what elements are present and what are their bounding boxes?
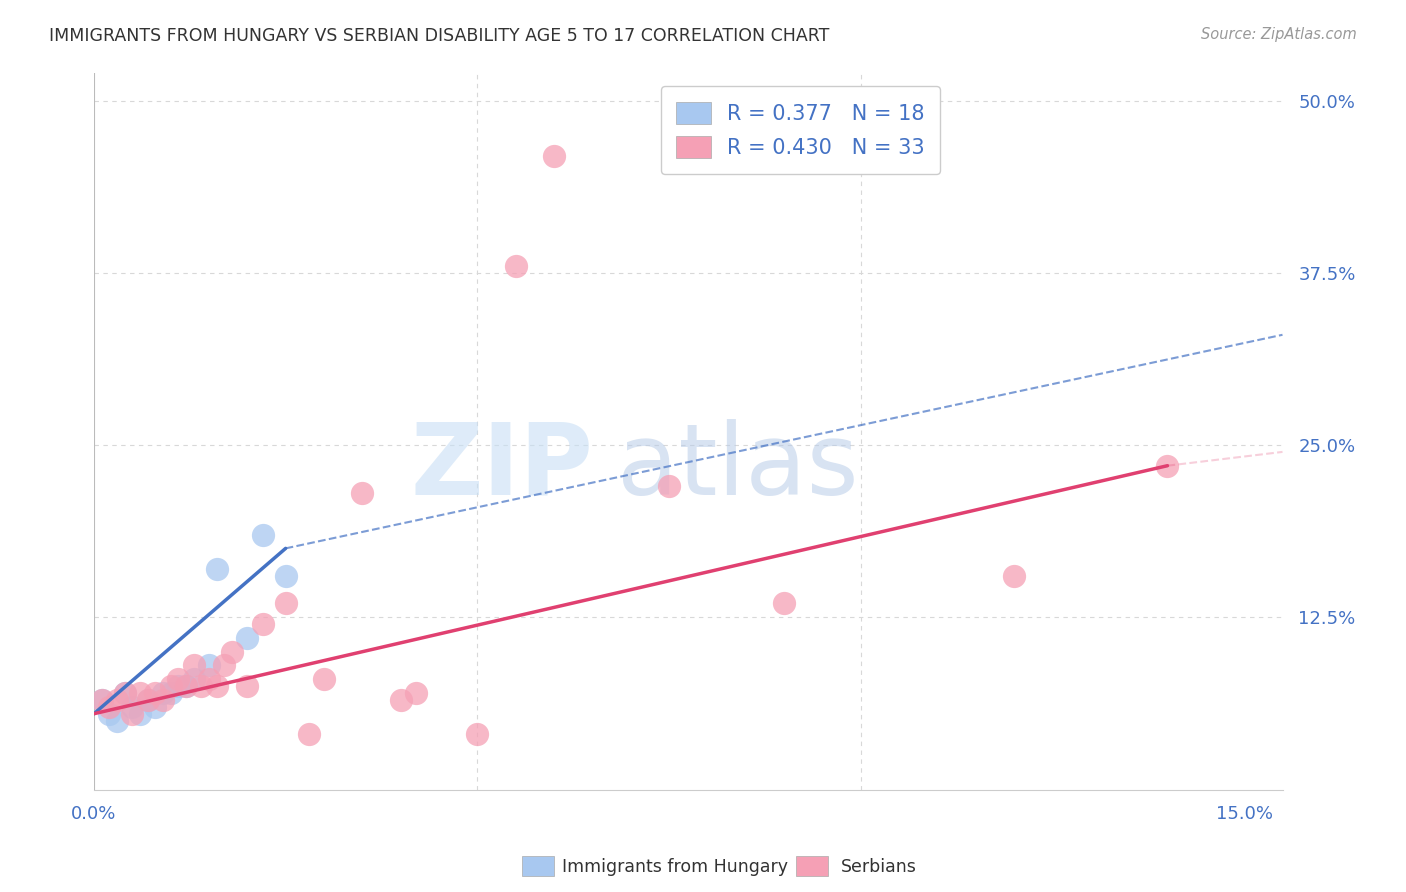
Point — [198, 658, 221, 673]
Point — [121, 699, 143, 714]
Point — [143, 699, 166, 714]
Point — [183, 673, 205, 687]
Point — [298, 727, 321, 741]
Point — [405, 686, 427, 700]
Text: atlas: atlas — [617, 418, 859, 516]
Legend: R = 0.377   N = 18, R = 0.430   N = 33: R = 0.377 N = 18, R = 0.430 N = 33 — [661, 87, 941, 174]
Point — [105, 693, 128, 707]
Point — [90, 693, 112, 707]
Point — [205, 562, 228, 576]
Point — [274, 597, 297, 611]
Point — [159, 679, 181, 693]
Point — [236, 631, 259, 645]
Text: Source: ZipAtlas.com: Source: ZipAtlas.com — [1201, 27, 1357, 42]
Point — [773, 597, 796, 611]
Point — [152, 693, 174, 707]
Point — [143, 686, 166, 700]
Point — [221, 645, 243, 659]
Point — [1002, 569, 1025, 583]
Point — [121, 706, 143, 721]
Point — [505, 259, 527, 273]
Point — [658, 479, 681, 493]
Point — [129, 686, 152, 700]
Point — [98, 706, 121, 721]
Point — [190, 679, 212, 693]
Point — [236, 679, 259, 693]
Point — [90, 693, 112, 707]
Point — [1156, 458, 1178, 473]
Point — [252, 617, 274, 632]
Bar — [796, 856, 828, 876]
Point — [129, 706, 152, 721]
Point — [98, 699, 121, 714]
Point — [312, 673, 335, 687]
Point — [136, 693, 159, 707]
Point — [114, 686, 136, 700]
Text: Serbians: Serbians — [841, 858, 917, 876]
Point — [214, 658, 236, 673]
Point — [352, 486, 374, 500]
Point — [389, 693, 412, 707]
Point — [467, 727, 489, 741]
Point — [174, 679, 197, 693]
Point — [274, 569, 297, 583]
Point — [114, 686, 136, 700]
Point — [183, 658, 205, 673]
Point — [198, 673, 221, 687]
Text: Immigrants from Hungary: Immigrants from Hungary — [562, 858, 789, 876]
Point — [174, 679, 197, 693]
Text: ZIP: ZIP — [411, 418, 593, 516]
Point — [105, 714, 128, 728]
Point — [543, 149, 565, 163]
Point — [152, 686, 174, 700]
Text: IMMIGRANTS FROM HUNGARY VS SERBIAN DISABILITY AGE 5 TO 17 CORRELATION CHART: IMMIGRANTS FROM HUNGARY VS SERBIAN DISAB… — [49, 27, 830, 45]
Point — [252, 527, 274, 541]
Point — [159, 686, 181, 700]
Point — [167, 679, 190, 693]
Point — [205, 679, 228, 693]
Bar — [522, 856, 554, 876]
Point — [167, 673, 190, 687]
Point — [136, 693, 159, 707]
